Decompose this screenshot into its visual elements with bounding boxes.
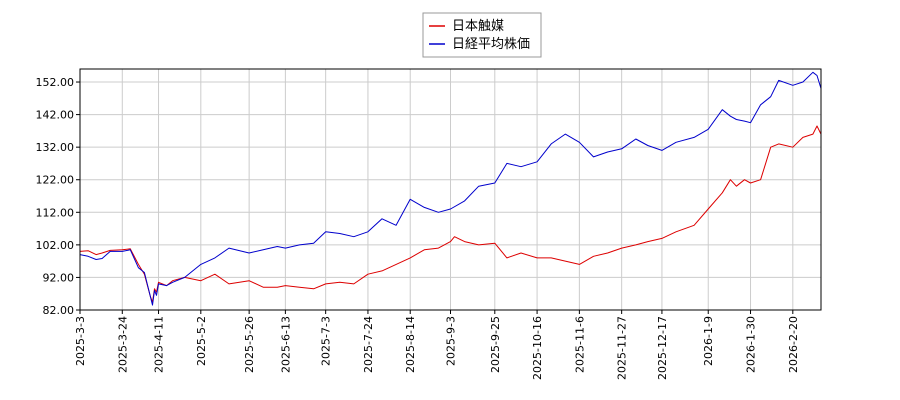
x-tick-label: 2025-5-2 xyxy=(195,316,208,366)
x-tick-label: 2025-7-24 xyxy=(362,316,375,373)
x-axis: 2025-3-3 2025-3-24 2025-4-11 2025-5-2 2025-5… xyxy=(74,310,800,380)
x-tick-label: 2025-9-3 xyxy=(445,316,458,366)
x-tick-label: 2025-10-16 xyxy=(531,316,544,380)
legend-box xyxy=(422,12,542,58)
x-tick-label: 2025-6-13 xyxy=(279,316,292,373)
y-axis: 82.00 92.00 102.00 112.00 122.00 132.00 142.00… xyxy=(36,76,80,317)
x-tick-label: 2026-1-9 xyxy=(702,316,715,366)
y-tick-label: 152.00 xyxy=(36,76,75,89)
grid xyxy=(79,69,821,311)
series-line-nikkei-average xyxy=(80,71,821,306)
x-tick-label: 2025-11-27 xyxy=(616,316,629,380)
legend-label-nippon-shokubai: 日本触媒 xyxy=(452,19,504,34)
x-tick-label: 2025-4-11 xyxy=(153,316,166,373)
x-tick-label: 2025-9-25 xyxy=(489,316,502,373)
y-tick-label: 82.00 xyxy=(43,304,75,317)
x-tick-label: 2025-12-17 xyxy=(656,316,669,380)
series-line-nippon-shokubai xyxy=(80,125,821,303)
x-tick-label: 2026-2-20 xyxy=(787,316,800,373)
y-tick-label: 132.00 xyxy=(36,141,75,154)
y-tick-label: 112.00 xyxy=(36,206,75,219)
x-tick-label: 2025-5-26 xyxy=(243,316,256,373)
x-tick-label: 2025-8-14 xyxy=(404,316,417,373)
y-tick-label: 122.00 xyxy=(36,174,75,187)
x-tick-label: 2025-11-6 xyxy=(573,316,586,373)
x-tick-label: 2025-3-24 xyxy=(116,316,129,373)
series-lines xyxy=(80,71,821,306)
x-tick-label: 2026-1-30 xyxy=(745,316,758,373)
y-tick-label: 102.00 xyxy=(36,239,75,252)
y-tick-label: 142.00 xyxy=(36,109,75,122)
x-tick-label: 2025-3-3 xyxy=(74,316,87,366)
legend: 日本触媒 日経平均株価 xyxy=(422,12,542,58)
legend-label-nikkei-average: 日経平均株価 xyxy=(452,37,530,52)
x-tick-label: 2025-7-3 xyxy=(320,316,333,366)
y-tick-label: 92.00 xyxy=(43,271,75,284)
